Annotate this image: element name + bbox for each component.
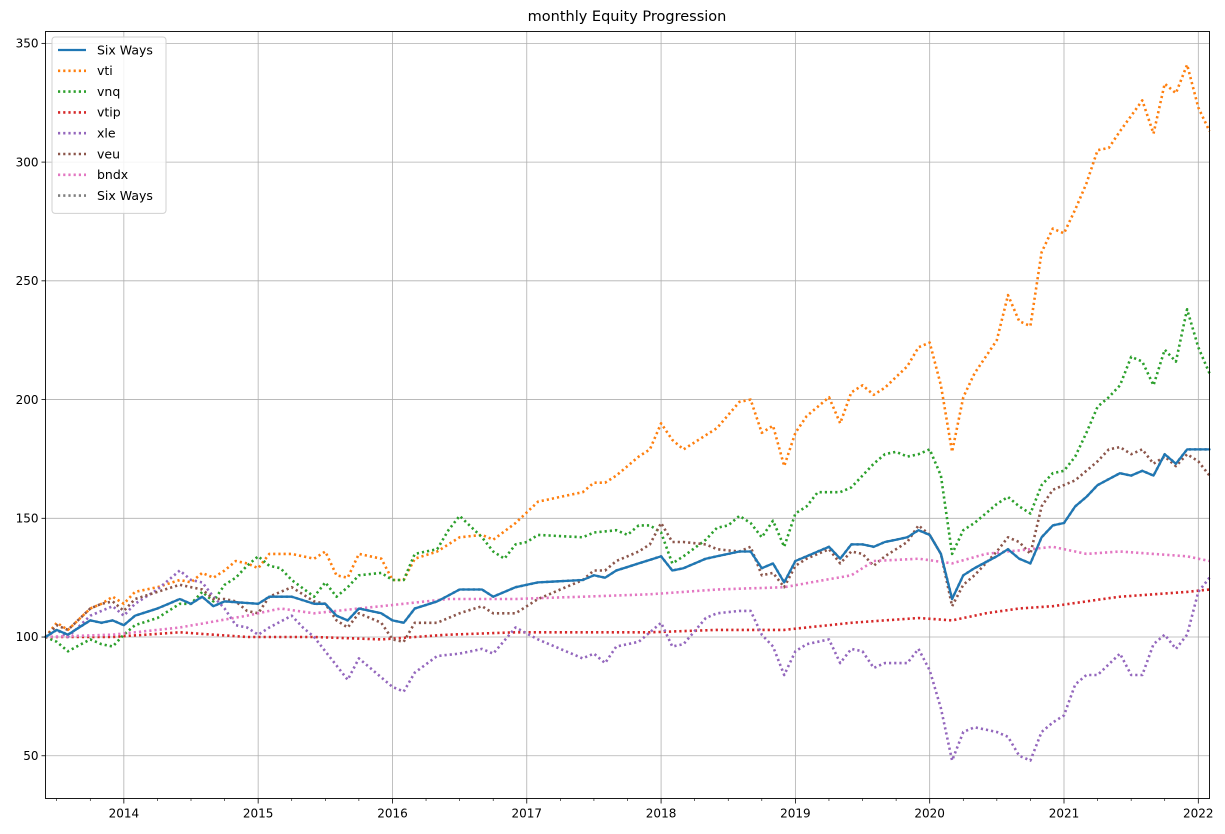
x-tick-label: 2021 bbox=[1049, 807, 1080, 821]
series-line-vti bbox=[44, 63, 1211, 638]
legend-label: Six Ways bbox=[97, 42, 153, 57]
plot-frame bbox=[45, 31, 1210, 799]
y-tick-label: 200 bbox=[16, 393, 39, 407]
grid-lines bbox=[45, 31, 1210, 799]
series-line-bndx bbox=[45, 545, 1210, 639]
x-tick-label: 2019 bbox=[780, 807, 811, 821]
series-line-six-ways bbox=[44, 448, 1211, 639]
legend-label: vtip bbox=[97, 105, 121, 120]
x-tick-label: 2014 bbox=[109, 807, 140, 821]
y-tick-label: 150 bbox=[16, 511, 39, 525]
y-axis: 50 100 150 200 250 300 350 bbox=[16, 37, 46, 763]
legend-label: vnq bbox=[97, 84, 120, 99]
legend-label: xle bbox=[97, 126, 116, 141]
series-line-vtip bbox=[45, 588, 1210, 641]
series-line-veu bbox=[44, 445, 1211, 644]
x-tick-label: 2017 bbox=[511, 807, 542, 821]
y-tick-label: 50 bbox=[23, 749, 38, 763]
legend-label: veu bbox=[97, 146, 120, 161]
y-tick-label: 350 bbox=[16, 37, 39, 51]
x-tick-label: 2015 bbox=[243, 807, 274, 821]
legend-label: bndx bbox=[97, 167, 128, 182]
y-tick-label: 300 bbox=[16, 155, 39, 169]
y-tick-label: 250 bbox=[16, 274, 39, 288]
series-line-vnq bbox=[44, 308, 1211, 653]
legend: Six Ways vti vnq vtip xle veu bndx Six Ways bbox=[51, 36, 167, 214]
x-tick-label: 2016 bbox=[377, 807, 408, 821]
x-tick-label: 2020 bbox=[914, 807, 945, 821]
legend-label: vti bbox=[97, 63, 113, 78]
y-tick-label: 100 bbox=[16, 630, 39, 644]
series-lines bbox=[44, 63, 1211, 762]
legend-box bbox=[51, 36, 167, 214]
legend-label: Six Ways bbox=[97, 188, 153, 203]
series-line-six-ways bbox=[44, 448, 1210, 639]
x-axis: 2014 2015 2016 2017 2018 2019 2020 2021 2022 bbox=[56, 798, 1214, 821]
x-tick-label: 2022 bbox=[1183, 807, 1214, 821]
series-line-xle bbox=[44, 569, 1211, 762]
x-tick-label: 2018 bbox=[646, 807, 677, 821]
chart-title: monthly Equity Progression bbox=[528, 9, 727, 25]
